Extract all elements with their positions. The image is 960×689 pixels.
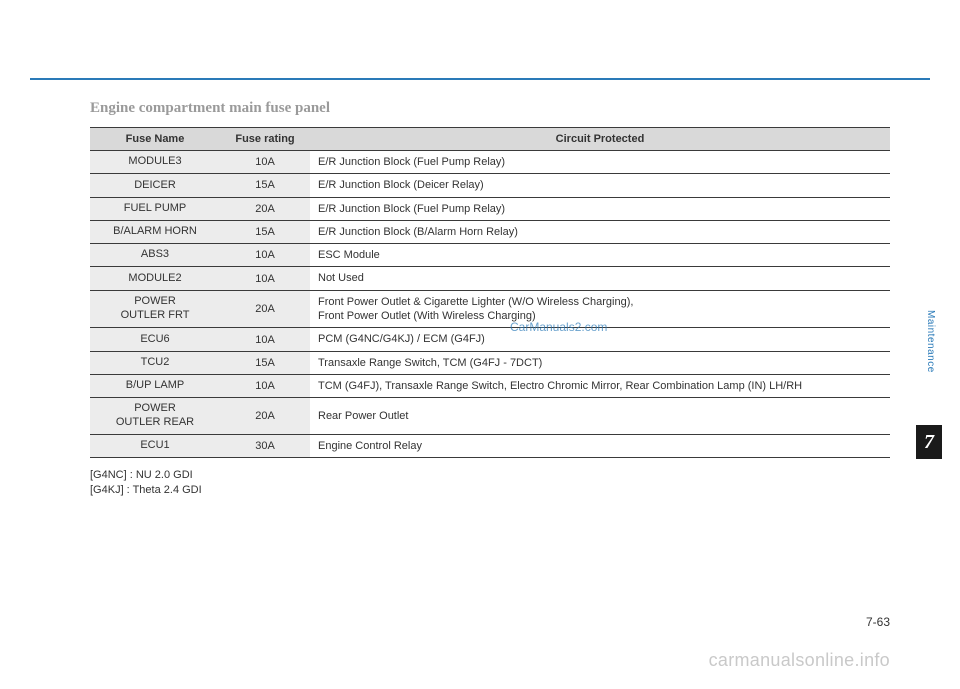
cell-circuit-protected: E/R Junction Block (Fuel Pump Relay): [310, 197, 890, 220]
table-row: POWEROUTLER REAR20ARear Power Outlet: [90, 398, 890, 435]
cell-circuit-protected: Engine Control Relay: [310, 434, 890, 457]
cell-fuse-rating: 15A: [220, 351, 310, 374]
manual-page: Engine compartment main fuse panel Fuse …: [0, 0, 960, 689]
cell-fuse-name: POWEROUTLER REAR: [90, 398, 220, 435]
cell-circuit-protected: E/R Junction Block (Deicer Relay): [310, 174, 890, 197]
table-header-row: Fuse Name Fuse rating Circuit Protected: [90, 128, 890, 151]
chapter-tab: 7: [916, 425, 942, 459]
cell-fuse-name: MODULE3: [90, 151, 220, 174]
cell-fuse-rating: 30A: [220, 434, 310, 457]
page-number: 7-63: [866, 615, 890, 629]
table-row: FUEL PUMP20AE/R Junction Block (Fuel Pum…: [90, 197, 890, 220]
table-row: ECU610APCM (G4NC/G4KJ) / ECM (G4FJ): [90, 328, 890, 351]
table-row: B/UP LAMP10ATCM (G4FJ), Transaxle Range …: [90, 374, 890, 397]
cell-circuit-protected: ESC Module: [310, 244, 890, 267]
table-row: DEICER15AE/R Junction Block (Deicer Rela…: [90, 174, 890, 197]
cell-fuse-rating: 15A: [220, 174, 310, 197]
cell-fuse-name: TCU2: [90, 351, 220, 374]
table-row: MODULE310AE/R Junction Block (Fuel Pump …: [90, 151, 890, 174]
cell-fuse-name: POWEROUTLER FRT: [90, 290, 220, 328]
cell-fuse-name: B/ALARM HORN: [90, 220, 220, 243]
table-row: MODULE210ANot Used: [90, 267, 890, 290]
cell-circuit-protected: Front Power Outlet & Cigarette Lighter (…: [310, 290, 890, 328]
col-header-name: Fuse Name: [90, 128, 220, 151]
side-section-label: Maintenance: [925, 310, 936, 373]
section-title: Engine compartment main fuse panel: [90, 100, 890, 117]
site-watermark: carmanualsonline.info: [709, 650, 890, 671]
cell-fuse-rating: 10A: [220, 328, 310, 351]
table-row: B/ALARM HORN15AE/R Junction Block (B/Ala…: [90, 220, 890, 243]
cell-circuit-protected: TCM (G4FJ), Transaxle Range Switch, Elec…: [310, 374, 890, 397]
cell-fuse-rating: 10A: [220, 267, 310, 290]
table-row: ABS310AESC Module: [90, 244, 890, 267]
footnote-line: [G4KJ] : Theta 2.4 GDI: [90, 483, 890, 498]
col-header-rating: Fuse rating: [220, 128, 310, 151]
table-row: ECU130AEngine Control Relay: [90, 434, 890, 457]
cell-circuit-protected: Transaxle Range Switch, TCM (G4FJ - 7DCT…: [310, 351, 890, 374]
cell-fuse-name: B/UP LAMP: [90, 374, 220, 397]
cell-fuse-name: DEICER: [90, 174, 220, 197]
cell-fuse-name: MODULE2: [90, 267, 220, 290]
cell-fuse-rating: 10A: [220, 151, 310, 174]
col-header-circuit: Circuit Protected: [310, 128, 890, 151]
footnotes: [G4NC] : NU 2.0 GDI[G4KJ] : Theta 2.4 GD…: [90, 468, 890, 499]
cell-circuit-protected: E/R Junction Block (B/Alarm Horn Relay): [310, 220, 890, 243]
cell-fuse-name: FUEL PUMP: [90, 197, 220, 220]
cell-circuit-protected: Rear Power Outlet: [310, 398, 890, 435]
cell-circuit-protected: Not Used: [310, 267, 890, 290]
cell-fuse-rating: 10A: [220, 374, 310, 397]
fuse-table: Fuse Name Fuse rating Circuit Protected …: [90, 127, 890, 458]
table-row: TCU215ATransaxle Range Switch, TCM (G4FJ…: [90, 351, 890, 374]
cell-fuse-name: ABS3: [90, 244, 220, 267]
cell-fuse-rating: 20A: [220, 398, 310, 435]
footnote-line: [G4NC] : NU 2.0 GDI: [90, 468, 890, 483]
table-row: POWEROUTLER FRT20AFront Power Outlet & C…: [90, 290, 890, 328]
cell-fuse-rating: 15A: [220, 220, 310, 243]
cell-fuse-name: ECU1: [90, 434, 220, 457]
cell-fuse-rating: 20A: [220, 197, 310, 220]
fuse-table-body: MODULE310AE/R Junction Block (Fuel Pump …: [90, 151, 890, 458]
cell-fuse-rating: 10A: [220, 244, 310, 267]
cell-circuit-protected: E/R Junction Block (Fuel Pump Relay): [310, 151, 890, 174]
cell-fuse-name: ECU6: [90, 328, 220, 351]
cell-fuse-rating: 20A: [220, 290, 310, 328]
top-rule: [30, 78, 930, 80]
cell-circuit-protected: PCM (G4NC/G4KJ) / ECM (G4FJ): [310, 328, 890, 351]
